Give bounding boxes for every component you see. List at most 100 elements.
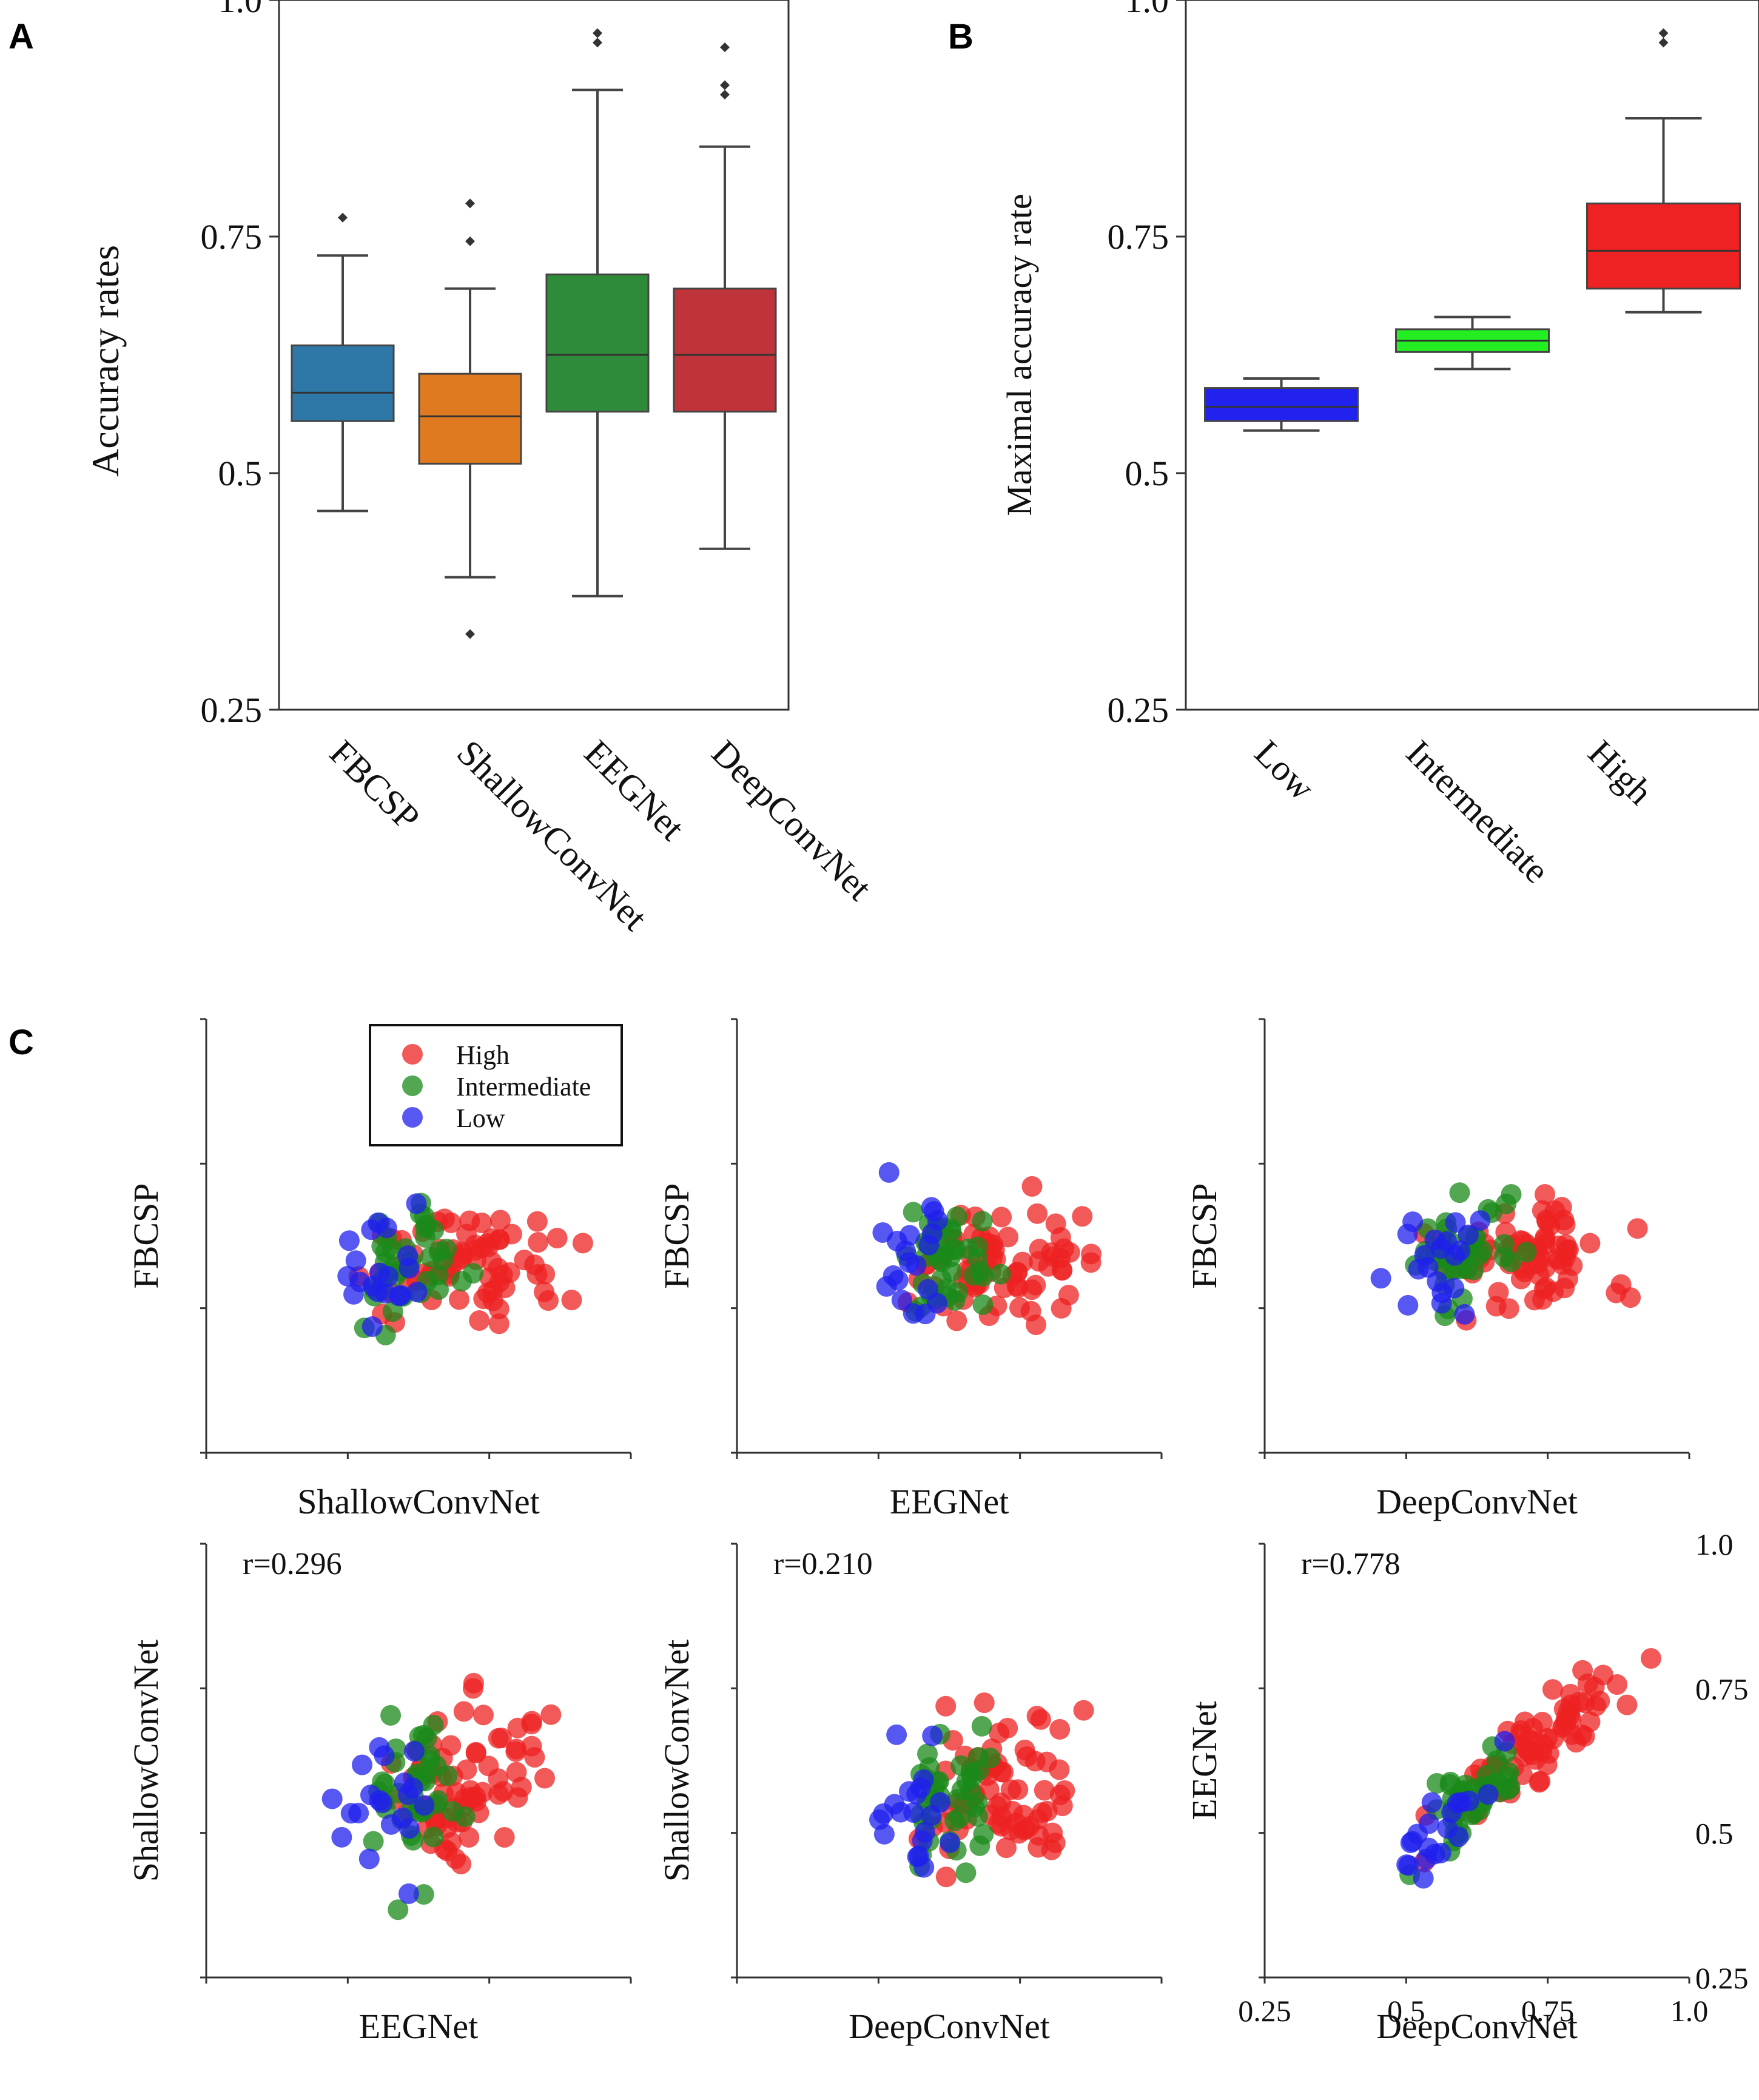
point-low: [906, 1255, 927, 1276]
point-high: [997, 1717, 1018, 1738]
point-high: [1036, 1751, 1057, 1772]
point-low: [915, 1304, 936, 1325]
point-low: [406, 1281, 428, 1302]
point-low: [331, 1826, 352, 1848]
point-high: [488, 1313, 510, 1334]
point-intermediate: [955, 1862, 977, 1883]
y-axis-label: FBCSP: [126, 1183, 166, 1288]
y-tick-label: 0.25: [1108, 690, 1169, 730]
point-intermediate: [415, 1227, 436, 1248]
x-category-label: EEGNet: [577, 733, 693, 849]
scatter-panel-1: ShallowConvNet FBCSP: [126, 1018, 632, 1521]
point-high: [540, 1704, 562, 1725]
point-intermediate: [951, 1780, 972, 1801]
outlier-point: [720, 42, 730, 52]
point-low: [1478, 1784, 1499, 1805]
point-high: [1536, 1209, 1557, 1230]
point-low: [1454, 1304, 1475, 1325]
point-low: [352, 1754, 373, 1775]
point-intermediate: [972, 1211, 993, 1232]
point-intermediate: [950, 1755, 972, 1776]
point-high: [479, 1267, 500, 1288]
point-high: [1640, 1648, 1661, 1669]
point-intermediate: [442, 1801, 463, 1822]
outlier-point: [1658, 38, 1669, 48]
point-low: [1430, 1842, 1451, 1863]
point-high: [1542, 1679, 1563, 1700]
point-high: [1551, 1197, 1572, 1218]
x-tick-label: 0.25: [1238, 1994, 1291, 2028]
point-low: [361, 1219, 382, 1240]
point-intermediate: [990, 1264, 1011, 1285]
point-intermediate: [423, 1714, 444, 1735]
scatter-panel-5: DeepConvNet ShallowConvNet r=0.210: [657, 1543, 1163, 2046]
point-high: [1013, 1805, 1034, 1826]
legend-label: Low: [456, 1103, 505, 1133]
point-low: [345, 1250, 366, 1271]
point-high: [1031, 1802, 1052, 1823]
point-low: [376, 1217, 397, 1239]
point-high: [440, 1735, 462, 1756]
x-category-label: FBCSP: [322, 733, 428, 838]
point-high: [521, 1714, 542, 1735]
point-high: [1555, 1708, 1576, 1729]
point-high: [991, 1206, 1012, 1228]
panel-6-tick-labels: 0.25 0.25 0.5 0.5 0.75 0.75 1.0 1.0: [1238, 1527, 1748, 2028]
scatter-panel-2: EEGNet FBCSP: [657, 1018, 1163, 1521]
point-intermediate: [946, 1206, 967, 1228]
point-low: [891, 1290, 912, 1311]
point-high: [1020, 1301, 1041, 1322]
point-low: [1458, 1790, 1479, 1811]
panel-label-a: A: [8, 17, 34, 56]
point-high: [1572, 1660, 1593, 1681]
point-high: [448, 1289, 469, 1310]
x-axis-label: DeepConvNet: [849, 2007, 1050, 2046]
point-high: [1529, 1772, 1550, 1793]
point-high: [478, 1755, 499, 1777]
point-intermediate: [1455, 1774, 1476, 1795]
point-low: [403, 1741, 425, 1762]
legend-marker-intermediate: [402, 1075, 423, 1096]
point-high: [1072, 1206, 1093, 1227]
point-intermediate: [972, 1294, 994, 1315]
box: [545, 273, 650, 413]
point-intermediate: [973, 1823, 994, 1845]
point-high: [572, 1233, 593, 1254]
point-high: [506, 1738, 527, 1760]
point-high: [1519, 1741, 1541, 1762]
point-high: [1535, 1233, 1556, 1254]
point-intermediate: [1449, 1182, 1470, 1203]
point-low: [1444, 1245, 1465, 1266]
point-intermediate: [903, 1202, 924, 1223]
x-category-label: Low: [1247, 733, 1323, 809]
point-intermediate: [945, 1239, 966, 1260]
point-high: [935, 1695, 957, 1717]
panel-label-b: B: [948, 17, 974, 56]
point-high: [1485, 1296, 1507, 1317]
legend-marker-low: [402, 1107, 423, 1128]
point-high: [473, 1705, 494, 1726]
point-low: [887, 1270, 909, 1291]
outlier-point: [465, 236, 475, 246]
point-high: [456, 1759, 477, 1780]
point-low: [1444, 1277, 1465, 1299]
point-intermediate: [928, 1771, 949, 1792]
point-intermediate: [423, 1826, 444, 1848]
point-high: [537, 1290, 559, 1311]
point-high: [445, 1848, 466, 1869]
point-high: [1049, 1785, 1071, 1806]
point-low: [1407, 1823, 1428, 1845]
point-low: [348, 1802, 369, 1823]
point-low: [1448, 1826, 1469, 1848]
point-high: [459, 1827, 480, 1848]
x-category-label: High: [1581, 733, 1661, 813]
point-high: [1021, 1176, 1043, 1197]
point-intermediate: [371, 1236, 392, 1257]
point-intermediate: [1439, 1774, 1461, 1795]
scatter-matrix-model-accuracies: ShallowConvNetFBCSPEEGNetFBCSPDeepConvNe…: [126, 1018, 1749, 2046]
point-intermediate: [382, 1301, 403, 1322]
point-high: [507, 1787, 528, 1808]
point-high: [477, 1233, 498, 1254]
point-low: [921, 1805, 942, 1826]
